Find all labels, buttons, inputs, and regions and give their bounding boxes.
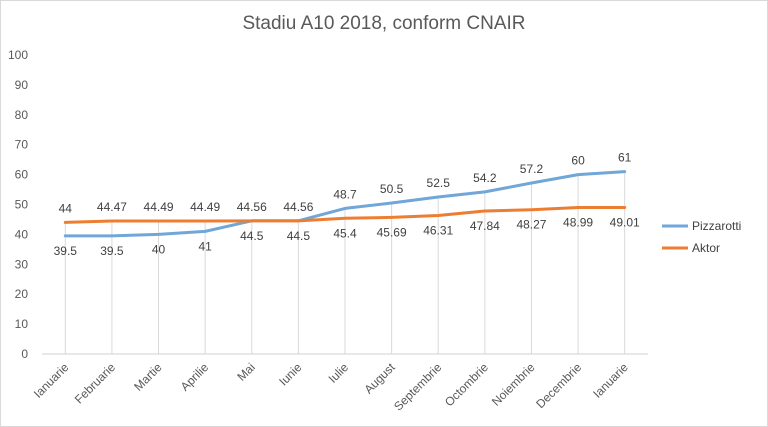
data-label-pizzarotti: 44.56 bbox=[237, 200, 267, 214]
drop-lines bbox=[64, 171, 626, 354]
x-tick-label: Ianuarie bbox=[31, 360, 72, 401]
y-tick-label: 50 bbox=[15, 198, 29, 212]
data-labels: 39.5 39.5 40 41 44.56 44.56 48.7 50.5 52.5 54.2 57… bbox=[54, 151, 640, 258]
data-label-aktor: 48.27 bbox=[516, 218, 546, 232]
x-tick-label: Septembrie bbox=[391, 360, 445, 414]
x-tick-label: Noiembrie bbox=[489, 360, 538, 409]
x-tick-label: Februarie bbox=[72, 360, 118, 406]
legend: Pizzarotti Aktor bbox=[662, 219, 741, 255]
legend-label-pizzarotti: Pizzarotti bbox=[692, 219, 741, 233]
data-label-aktor: 48.99 bbox=[563, 216, 593, 230]
y-tick-label: 70 bbox=[15, 138, 29, 152]
x-tick-label: Martie bbox=[131, 360, 165, 394]
data-label-aktor: 45.4 bbox=[333, 226, 357, 240]
data-label-pizzarotti: 54.2 bbox=[473, 171, 497, 185]
data-label-pizzarotti: 41 bbox=[198, 239, 212, 253]
y-tick-label: 30 bbox=[15, 257, 29, 271]
y-tick-label: 90 bbox=[15, 78, 29, 92]
data-label-aktor: 44.49 bbox=[190, 200, 220, 214]
x-tick-label: Octombrie bbox=[442, 360, 491, 409]
data-label-pizzarotti: 52.5 bbox=[427, 176, 451, 190]
x-tick-label: Iunie bbox=[276, 360, 305, 389]
data-label-pizzarotti: 39.5 bbox=[54, 244, 78, 258]
chart-title: Stadiu A10 2018, conform CNAIR bbox=[242, 13, 526, 34]
data-label-aktor: 44.47 bbox=[97, 200, 127, 214]
x-tick-label: Aprilie bbox=[178, 360, 212, 394]
y-tick-label: 10 bbox=[15, 317, 29, 331]
y-tick-label: 60 bbox=[15, 168, 29, 182]
data-label-aktor: 49.01 bbox=[610, 215, 640, 229]
x-axis-tick-labels: Ianuarie Februarie Martie Aprilie Mai Iunie Iu… bbox=[31, 360, 631, 414]
x-tick-label: Iulie bbox=[326, 360, 352, 386]
y-axis-tick-labels: 0 10 20 30 40 50 60 70 80 90 100 bbox=[8, 48, 28, 361]
y-tick-label: 100 bbox=[8, 48, 28, 62]
y-tick-label: 40 bbox=[15, 227, 29, 241]
x-tick-label: Ianuarie bbox=[590, 360, 631, 401]
series-line-aktor bbox=[63, 206, 627, 224]
data-label-aktor: 45.69 bbox=[377, 225, 407, 239]
x-tick-label: Mai bbox=[234, 360, 258, 384]
data-label-aktor: 44.49 bbox=[144, 200, 174, 214]
data-label-aktor: 47.84 bbox=[470, 219, 500, 233]
y-tick-label: 0 bbox=[21, 347, 28, 361]
data-label-aktor: 46.31 bbox=[423, 224, 453, 238]
y-tick-label: 80 bbox=[15, 108, 29, 122]
data-label-pizzarotti: 40 bbox=[152, 242, 166, 256]
data-label-pizzarotti: 57.2 bbox=[520, 162, 544, 176]
data-label-pizzarotti: 48.7 bbox=[333, 187, 357, 201]
data-label-pizzarotti: 39.5 bbox=[100, 244, 124, 258]
series-lines bbox=[63, 170, 627, 238]
x-tick-label: Decembrie bbox=[533, 360, 584, 411]
x-tick-label: August bbox=[361, 360, 398, 397]
data-label-aktor: 44.5 bbox=[287, 229, 311, 243]
data-label-aktor: 44.5 bbox=[240, 229, 264, 243]
series-line-pizzarotti bbox=[63, 170, 627, 238]
data-label-pizzarotti: 61 bbox=[618, 151, 632, 165]
data-label-pizzarotti: 44.56 bbox=[283, 200, 313, 214]
data-label-pizzarotti: 50.5 bbox=[380, 182, 404, 196]
legend-label-aktor: Aktor bbox=[692, 241, 720, 255]
data-label-aktor: 44 bbox=[59, 201, 73, 215]
y-tick-label: 20 bbox=[15, 287, 29, 301]
data-label-pizzarotti: 60 bbox=[571, 154, 585, 168]
